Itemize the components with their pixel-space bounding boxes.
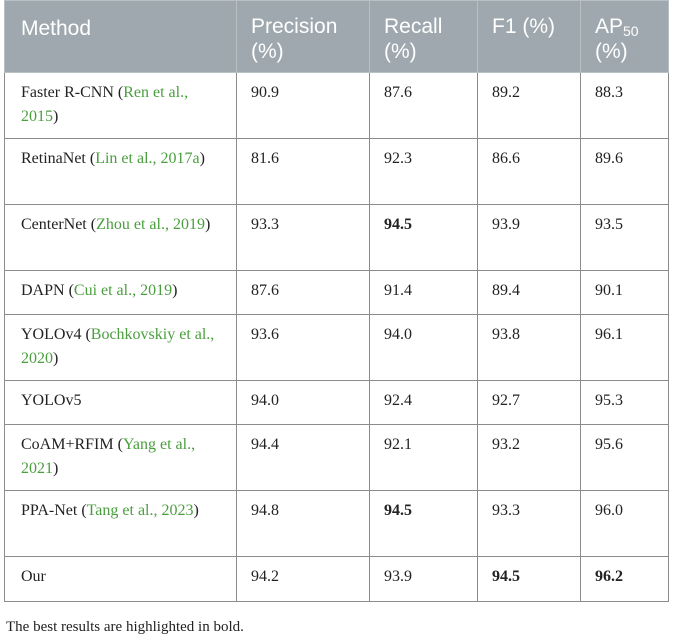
recall-cell: 92.3 xyxy=(369,138,478,205)
table-row: YOLOv5 94.0 92.4 92.7 95.3 xyxy=(4,380,669,425)
precision-cell: 90.9 xyxy=(236,72,370,139)
recall-cell: 92.1 xyxy=(369,424,478,491)
precision-cell: 94.4 xyxy=(236,424,370,491)
precision-cell: 94.0 xyxy=(236,380,370,425)
table-row: CoAM+RFIM (Yang et al., 2021) 94.4 92.1 … xyxy=(4,424,669,491)
precision-cell: 94.8 xyxy=(236,490,370,557)
ap50-cell: 96.0 xyxy=(580,490,669,557)
method-cell: DAPN (Cui et al., 2019) xyxy=(4,270,237,315)
f1-cell: 92.7 xyxy=(477,380,581,425)
precision-cell: 93.3 xyxy=(236,204,370,271)
citation-link[interactable]: Tang et al., 2023 xyxy=(86,502,194,519)
method-cell: Our xyxy=(4,556,237,602)
ap50-cell: 93.5 xyxy=(580,204,669,271)
f1-cell: 89.2 xyxy=(477,72,581,139)
ap50-cell: 95.6 xyxy=(580,424,669,491)
f1-cell: 93.8 xyxy=(477,314,581,381)
citation-link[interactable]: Lin et al., 2017a xyxy=(95,150,200,167)
header-f1: F1 (%) xyxy=(477,0,581,73)
citation-link[interactable]: Cui et al., 2019 xyxy=(73,282,173,299)
method-cell: CoAM+RFIM (Yang et al., 2021) xyxy=(4,424,237,491)
f1-cell-best: 94.5 xyxy=(477,556,581,602)
citation-link[interactable]: Zhou et al., 2019 xyxy=(96,216,205,233)
table-footnote: The best results are highlighted in bold… xyxy=(6,619,244,635)
header-row: Method Precision (%) Recall (%) F1 (%) AP5… xyxy=(4,0,669,73)
precision-cell: 87.6 xyxy=(236,270,370,315)
recall-cell: 87.6 xyxy=(369,72,478,139)
table-row: YOLOv4 (Bochkovskiy et al., 2020) 93.6 9… xyxy=(4,314,669,381)
table-row: CenterNet (Zhou et al., 2019) 93.3 94.5 … xyxy=(4,204,669,271)
citation-link[interactable]: Ren et al., 2015 xyxy=(21,84,189,125)
ap50-cell: 88.3 xyxy=(580,72,669,139)
header-precision: Precision (%) xyxy=(236,0,370,73)
ap50-cell: 96.1 xyxy=(580,314,669,381)
method-cell: PPA-Net (Tang et al., 2023) xyxy=(4,490,237,557)
ap50-cell: 95.3 xyxy=(580,380,669,425)
precision-cell: 94.2 xyxy=(236,556,370,602)
ap50-cell: 90.1 xyxy=(580,270,669,315)
citation-link[interactable]: Yang et al., 2021 xyxy=(21,436,196,477)
table-row: RetinaNet (Lin et al., 2017a) 81.6 92.3 … xyxy=(4,138,669,205)
header-recall: Recall (%) xyxy=(369,0,478,73)
method-cell: CenterNet (Zhou et al., 2019) xyxy=(4,204,237,271)
method-cell: RetinaNet (Lin et al., 2017a) xyxy=(4,138,237,205)
citation-link[interactable]: Bochkovskiy et al., 2020 xyxy=(21,326,215,367)
method-cell: Faster R-CNN (Ren et al., 2015) xyxy=(4,72,237,139)
table-row: DAPN (Cui et al., 2019) 87.6 91.4 89.4 9… xyxy=(4,270,669,315)
results-table: Method Precision (%) Recall (%) F1 (%) AP5… xyxy=(4,0,669,602)
f1-cell: 86.6 xyxy=(477,138,581,205)
recall-cell: 94.0 xyxy=(369,314,478,381)
table-row: PPA-Net (Tang et al., 2023) 94.8 94.5 93… xyxy=(4,490,669,557)
ap50-cell: 89.6 xyxy=(580,138,669,205)
table-row-ours: Our 94.2 93.9 94.5 96.2 xyxy=(4,556,669,602)
f1-cell: 93.9 xyxy=(477,204,581,271)
precision-cell: 81.6 xyxy=(236,138,370,205)
method-cell: YOLOv5 xyxy=(4,380,237,425)
ap50-cell-best: 96.2 xyxy=(580,556,669,602)
method-cell: YOLOv4 (Bochkovskiy et al., 2020) xyxy=(4,314,237,381)
results-table-container: Method Precision (%) Recall (%) F1 (%) AP5… xyxy=(4,0,669,602)
recall-cell-best: 94.5 xyxy=(369,204,478,271)
precision-cell: 93.6 xyxy=(236,314,370,381)
f1-cell: 93.3 xyxy=(477,490,581,557)
header-method: Method xyxy=(4,0,237,73)
recall-cell: 92.4 xyxy=(369,380,478,425)
f1-cell: 89.4 xyxy=(477,270,581,315)
header-ap50: AP50 (%) xyxy=(580,0,669,73)
f1-cell: 93.2 xyxy=(477,424,581,491)
table-row: Faster R-CNN (Ren et al., 2015) 90.9 87.… xyxy=(4,72,669,139)
recall-cell-best: 94.5 xyxy=(369,490,478,557)
recall-cell: 93.9 xyxy=(369,556,478,602)
recall-cell: 91.4 xyxy=(369,270,478,315)
